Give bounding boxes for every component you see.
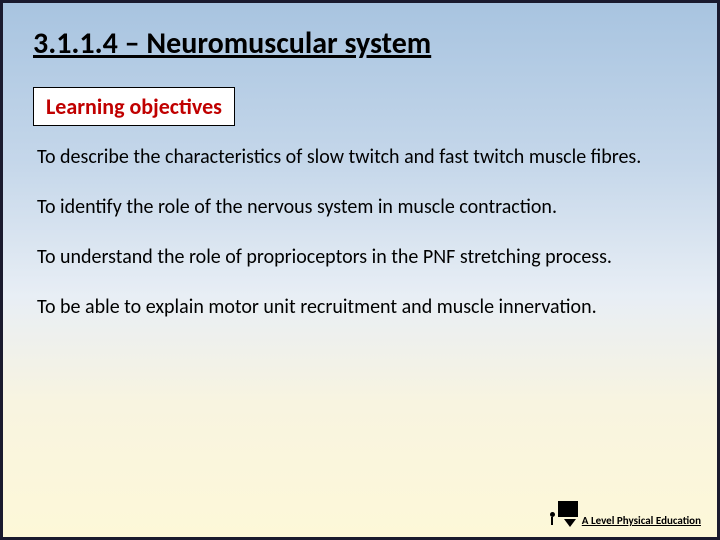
objective-item: To describe the characteristics of slow … xyxy=(37,144,687,170)
slide-footer: A Level Physical Education xyxy=(548,501,701,527)
slide-container: 3.1.1.4 – Neuromuscular system Learning … xyxy=(0,0,720,540)
objectives-heading-box: Learning objectives xyxy=(33,87,235,126)
objectives-heading-label: Learning objectives xyxy=(46,93,222,120)
objectives-list: To describe the characteristics of slow … xyxy=(33,144,687,320)
objective-item: To be able to explain motor unit recruit… xyxy=(37,294,687,320)
objective-item: To understand the role of proprioceptors… xyxy=(37,244,687,270)
objective-item: To identify the role of the nervous syst… xyxy=(37,194,687,220)
teacher-board-icon xyxy=(548,501,578,527)
slide-title: 3.1.1.4 – Neuromuscular system xyxy=(33,25,687,62)
footer-label: A Level Physical Education xyxy=(582,514,701,527)
